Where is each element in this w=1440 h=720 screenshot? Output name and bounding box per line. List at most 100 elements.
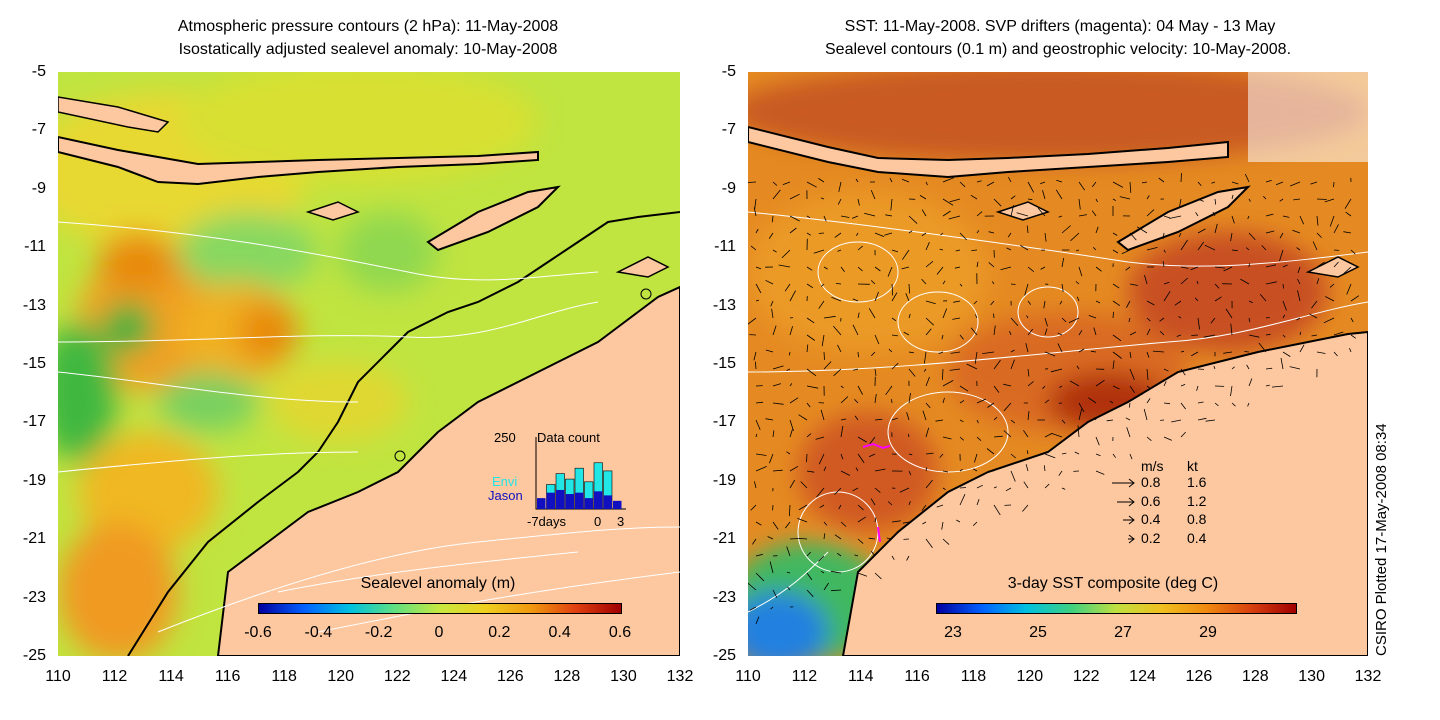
colorbar-tick-label: -0.6 [244,624,272,641]
left-colorbar [258,603,622,614]
velocity-legend-arrow [1117,497,1135,506]
jason-bar [565,494,574,509]
x-tick-label: 110 [735,668,761,685]
x-tick-label: 128 [553,668,581,685]
colorbar-tick-label: 25 [1029,624,1047,641]
colorbar-tick-label: 0.4 [548,624,571,641]
y-tick-label: -25 [22,647,46,664]
y-tick-label: -23 [712,588,736,606]
right-title-line2: Sealevel contours (0.1 m) and geostrophi… [824,41,1292,58]
jason-bar [594,491,603,509]
x-tick-label: 116 [904,668,930,685]
jason-bar [546,492,555,509]
colorbar-tick-label: 0.6 [608,624,632,641]
x-tick-label: 132 [666,668,694,685]
y-tick-label: -7 [721,121,736,139]
x-tick-label: 126 [1185,668,1213,685]
x-tick-label: 122 [1072,668,1100,685]
x-tick-label: 124 [1129,668,1156,685]
x-tick-label: 120 [1016,668,1044,685]
colorbar-tick-label: 23 [944,624,962,641]
x-tick-label: 124 [440,668,468,685]
velocity-legend-kt: 0.8 [1187,511,1207,527]
y-tick-label: -9 [31,179,46,197]
y-tick-label: -17 [712,413,736,431]
y-tick-label: -19 [712,471,736,489]
y-tick-label: -7 [31,121,46,139]
geostrophic-velocity-vectors [748,173,1360,625]
y-tick-label: -21 [712,530,736,548]
x-tick-label: 120 [327,668,355,685]
right-colorbar-label: 3-day SST composite (deg C) [1007,575,1219,592]
velocity-legend-header-ms: m/s [1141,458,1164,474]
y-tick-label: -13 [22,296,46,314]
x-tick-label: 112 [791,668,818,685]
jason-bar [603,495,612,509]
data-count-max-label: 250 [494,430,516,445]
velocity-legend-arrow [1128,534,1135,543]
velocity-legend-arrow [1123,515,1135,525]
x-tick-label: 130 [1298,668,1325,685]
y-tick-label: -21 [22,530,46,548]
colorbar-tick-label: -0.2 [364,624,393,641]
sst-map [748,72,1368,656]
y-tick-label: -17 [22,413,46,431]
inset-x-label-start: -7days [527,514,567,529]
data-count-title: Data count [537,430,600,445]
velocity-legend-ms: 0.8 [1141,474,1161,490]
jason-bar [584,498,593,509]
x-tick-label: 122 [383,668,411,685]
right-title-line1: SST: 11-May-2008. SVP drifters (magenta)… [844,18,1276,35]
velocity-legend-ms: 0.2 [1141,529,1161,546]
velocity-legend-arrow [1112,478,1135,488]
x-tick-label: 130 [610,668,637,685]
y-tick-label: -23 [22,588,46,606]
y-tick-label: -15 [22,355,46,372]
x-tick-label: 118 [271,668,297,685]
inset-x-label-end: 3 [617,514,625,529]
velocity-vector-field [748,173,1360,625]
jason-bar [613,500,622,509]
velocity-legend-kt: 0.4 [1187,529,1207,546]
jason-bar [537,498,546,509]
x-tick-label: 110 [45,668,71,685]
y-tick-label: -15 [712,355,736,372]
jason-bar [556,489,565,509]
x-tick-label: 112 [101,668,128,685]
y-tick-label: -19 [22,471,46,489]
colorbar-tick-label: -0.4 [304,624,333,641]
left-title-line2: Isostatically adjusted sealevel anomaly:… [178,41,558,58]
right-colorbar [936,603,1297,614]
y-tick-label: -13 [712,296,736,314]
x-tick-label: 128 [1241,668,1269,685]
velocity-legend-ms: 0.6 [1141,492,1161,509]
colorbar-tick-label: 29 [1199,624,1217,641]
velocity-legend-ms: 0.4 [1141,511,1161,527]
velocity-legend-kt: 1.2 [1187,492,1207,509]
left-colorbar-label: Sealevel anomaly (m) [360,575,516,592]
velocity-legend-kt: 1.6 [1187,474,1207,490]
velocity-legend-header-kt: kt [1187,458,1198,474]
x-tick-label: 114 [158,668,184,685]
x-tick-label: 132 [1354,668,1382,685]
colorbar-tick-label: 0.2 [488,624,511,641]
jason-label: Jason [488,488,523,503]
y-tick-label: -25 [712,647,736,664]
jason-bar [575,492,584,509]
data-count-histogram [535,437,626,510]
x-tick-label: 126 [497,668,524,685]
x-tick-label: 114 [847,668,874,685]
colorbar-tick-label: 27 [1114,624,1132,641]
colorbar-tick-label: 0 [434,624,444,641]
y-tick-label: -5 [721,63,736,80]
sealevel-anomaly-map [58,72,680,656]
x-tick-label: 116 [214,668,241,685]
left-title-line1: Atmospheric pressure contours (2 hPa): 1… [177,18,559,35]
envi-label: Envi [492,474,518,489]
plot-credit: CSIRO Plotted 17-May-2008 08:34 [1373,423,1390,656]
y-tick-label: -5 [31,63,46,80]
inset-x-label-zero: 0 [594,514,602,529]
y-tick-label: -9 [721,179,736,197]
y-tick-label: -11 [24,238,46,256]
x-tick-label: 118 [960,668,987,685]
